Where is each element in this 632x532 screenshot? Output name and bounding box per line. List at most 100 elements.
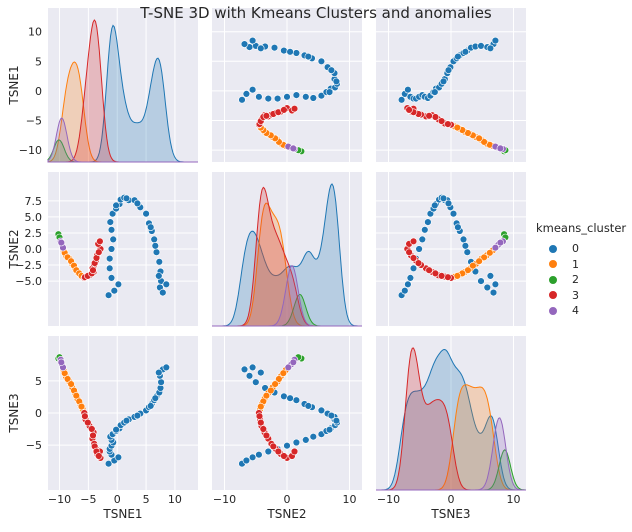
scatter-point-cluster-3	[437, 272, 446, 280]
scatter-point-cluster-0	[107, 226, 116, 234]
scatter-point-cluster-0	[133, 199, 142, 208]
x-axis-label-TSNE1: TSNE1	[102, 507, 142, 521]
scatter-point-cluster-0	[292, 91, 301, 99]
y-tick-label-TSNE2: −2.5	[15, 259, 42, 272]
scatter-point-cluster-1	[275, 375, 283, 383]
scatter-point-cluster-1	[67, 380, 75, 388]
scatter-point-cluster-1	[464, 129, 472, 137]
scatter-point-cluster-4	[284, 363, 292, 372]
scatter-point-cluster-0	[155, 368, 163, 377]
scatter-point-cluster-0	[150, 235, 158, 244]
scatter-point-cluster-0	[439, 194, 448, 203]
scatter-point-cluster-0	[155, 272, 163, 280]
scatter-point-cluster-1	[271, 380, 279, 388]
scatter-point-cluster-3	[280, 106, 288, 114]
scatter-point-cluster-0	[248, 363, 257, 372]
scatter-point-cluster-0	[245, 372, 254, 380]
legend-label: 1	[572, 257, 579, 271]
scatter-point-cluster-3	[269, 442, 277, 451]
scatter-point-cluster-0	[242, 456, 251, 465]
scatter-point-cluster-0	[133, 411, 142, 420]
scatter-point-cluster-0	[327, 66, 336, 74]
y-tick-label-TSNE1: 0	[35, 85, 42, 98]
scatter-point-cluster-0	[162, 363, 171, 372]
scatter-point-cluster-3	[259, 425, 267, 433]
scatter-point-cluster-0	[397, 96, 406, 104]
scatter-point-cluster-0	[491, 36, 500, 45]
y-tick-label-TSNE3: 0	[35, 407, 42, 420]
scatter-point-cluster-1	[469, 262, 477, 270]
scatter-point-cluster-0	[486, 44, 495, 52]
y-tick-label-TSNE1: 5	[35, 55, 42, 68]
scatter-point-cluster-0	[283, 442, 291, 450]
scatter-point-cluster-0	[431, 201, 439, 210]
scatter-point-cluster-3	[81, 412, 89, 420]
y-tick-label-TSNE2: 2.5	[25, 227, 43, 240]
scatter-point-cluster-0	[404, 280, 412, 288]
scatter-point-cluster-0	[240, 40, 249, 48]
scatter-point-cluster-0	[112, 426, 120, 434]
scatter-point-cluster-0	[486, 272, 495, 280]
y-tick-label-TSNE2: −5.0	[15, 275, 42, 288]
scatter-point-cluster-3	[409, 254, 418, 262]
y-tick-label-TSNE2: 7.5	[25, 195, 43, 208]
scatter-point-cluster-4	[496, 238, 505, 247]
scatter-point-cluster-0	[309, 94, 317, 102]
y-tick-label-TSNE1: 10	[28, 26, 42, 39]
scatter-point-cluster-4	[57, 358, 65, 366]
scatter-point-cluster-0	[461, 48, 470, 56]
scatter-point-cluster-0	[401, 287, 409, 295]
scatter-point-cluster-0	[292, 49, 301, 57]
legend-item-0: 0	[548, 241, 632, 257]
scatter-point-cluster-1	[267, 386, 275, 395]
scatter-point-cluster-0	[424, 218, 432, 226]
scatter-point-cluster-0	[112, 201, 120, 210]
x-tick-label-TSNE3: −10	[377, 493, 400, 506]
scatter-point-cluster-3	[405, 106, 413, 114]
scatter-point-cluster-0	[317, 91, 326, 100]
scatter-point-cluster-0	[431, 88, 439, 96]
scatter-point-cluster-3	[405, 248, 413, 256]
legend-swatch	[548, 259, 558, 270]
scatter-point-cluster-0	[327, 411, 336, 420]
scatter-point-cluster-0	[280, 392, 288, 400]
scatter-point-cluster-0	[286, 48, 294, 56]
scatter-point-cluster-0	[444, 199, 453, 208]
x-tick-label-TSNE2: 10	[343, 493, 357, 506]
legend-item-4: 4	[548, 303, 632, 319]
scatter-point-cluster-0	[114, 280, 123, 288]
x-tick-label-TSNE2: 0	[284, 493, 291, 506]
scatter-point-cluster-1	[72, 392, 81, 400]
x-tick-label-TSNE1: 5	[143, 493, 150, 506]
scatter-point-cluster-0	[302, 93, 310, 101]
scatter-point-cluster-0	[415, 245, 423, 253]
legend-swatch	[548, 243, 558, 254]
legend-swatch	[548, 274, 558, 285]
y-axis-label-TSNE1: TSNE1	[7, 65, 21, 105]
scatter-point-cluster-0	[147, 402, 155, 410]
scatter-point-cluster-0	[248, 453, 257, 461]
scatter-point-cluster-3	[274, 447, 282, 456]
scatter-point-cluster-3	[280, 452, 288, 460]
scatter-point-cluster-0	[317, 57, 326, 65]
density-curve-cluster-4	[47, 117, 198, 163]
scatter-point-cluster-1	[262, 392, 271, 400]
x-tick-label-TSNE2: −10	[213, 493, 236, 506]
scatter-point-cluster-0	[105, 254, 114, 263]
scatter-point-cluster-0	[273, 94, 282, 103]
x-tick-label-TSNE1: 0	[114, 493, 121, 506]
scatter-point-cluster-0	[454, 223, 462, 231]
scatter-point-cluster-0	[147, 223, 155, 231]
scatter-point-cluster-1	[63, 375, 72, 383]
legend-swatch	[548, 305, 558, 316]
scatter-point-cluster-0	[302, 436, 310, 444]
scatter-point-cluster-0	[418, 235, 426, 244]
scatter-point-cluster-3	[444, 120, 452, 128]
scatter-point-cluster-0	[459, 235, 468, 244]
scatter-point-cluster-3	[409, 237, 418, 246]
scatter-point-cluster-3	[95, 248, 103, 256]
scatter-point-cluster-3	[84, 418, 92, 427]
y-tick-label-TSNE1: −10	[19, 144, 42, 157]
scatter-point-cluster-3	[425, 112, 433, 120]
